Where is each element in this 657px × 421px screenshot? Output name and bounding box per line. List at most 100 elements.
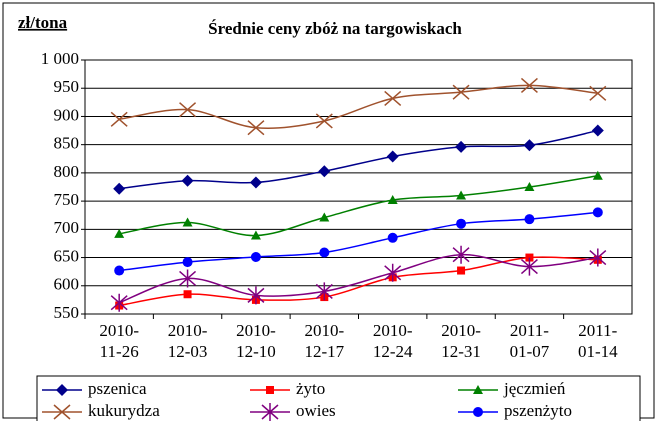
y-tick-label: 750 xyxy=(54,190,80,209)
series-line xyxy=(119,256,598,307)
marker-shape xyxy=(384,263,402,282)
marker-shape xyxy=(525,253,534,262)
marker-shape xyxy=(452,84,470,100)
marker-shape xyxy=(53,404,71,420)
chart-title: Średnie ceny zbóż na targowiskach xyxy=(208,19,462,38)
series-line xyxy=(119,129,598,190)
marker xyxy=(266,386,274,394)
marker xyxy=(315,113,333,129)
marker xyxy=(589,85,607,101)
y-tick-label: 900 xyxy=(54,105,80,124)
marker-shape xyxy=(250,251,261,262)
marker-shape xyxy=(589,85,607,101)
marker-shape xyxy=(183,290,192,299)
marker-shape xyxy=(179,269,197,288)
marker-shape xyxy=(319,247,330,258)
marker-shape xyxy=(110,293,128,312)
marker xyxy=(114,228,125,238)
marker xyxy=(183,290,192,299)
marker-shape xyxy=(110,111,128,127)
marker xyxy=(114,265,125,276)
marker xyxy=(523,139,536,152)
marker xyxy=(387,194,398,204)
marker xyxy=(525,253,534,262)
y-tick-label: 550 xyxy=(54,303,80,322)
marker-shape xyxy=(250,230,261,240)
marker xyxy=(452,84,470,100)
marker xyxy=(520,257,538,276)
marker xyxy=(179,102,197,118)
series-line xyxy=(118,253,598,304)
marker-shape xyxy=(386,150,399,163)
marker-shape xyxy=(56,384,68,396)
marker xyxy=(473,385,483,394)
marker-shape xyxy=(318,165,331,178)
legend-label: pszenżyto xyxy=(504,401,572,420)
marker xyxy=(110,111,128,127)
marker-shape xyxy=(456,190,467,200)
y-tick-label: 700 xyxy=(54,218,80,237)
marker-shape xyxy=(456,218,467,229)
marker xyxy=(591,124,604,137)
marker xyxy=(473,407,483,417)
marker-shape xyxy=(247,120,265,136)
marker-shape xyxy=(387,232,398,243)
marker-shape xyxy=(524,214,535,225)
marker-shape xyxy=(266,386,274,394)
x-tick-label: 2010-12-31 xyxy=(441,321,481,361)
marker-shape xyxy=(179,102,197,118)
marker xyxy=(455,140,468,153)
marker xyxy=(524,214,535,225)
x-tick-label: 2011-01-14 xyxy=(577,321,618,361)
marker-shape xyxy=(387,194,398,204)
marker xyxy=(456,218,467,229)
marker xyxy=(589,248,607,267)
marker xyxy=(592,170,603,180)
marker-shape xyxy=(592,170,603,180)
marker xyxy=(452,245,470,264)
y-tick-label: 650 xyxy=(54,246,80,265)
marker xyxy=(247,286,265,305)
marker xyxy=(315,282,333,301)
marker xyxy=(182,217,193,227)
marker-shape xyxy=(520,77,538,93)
marker-shape xyxy=(524,182,535,191)
marker xyxy=(592,207,603,218)
marker xyxy=(113,182,126,195)
x-tick-label: 2010-12-03 xyxy=(167,321,208,361)
legend-box xyxy=(36,375,641,421)
marker xyxy=(319,247,330,258)
marker xyxy=(179,269,197,288)
marker-shape xyxy=(473,385,483,394)
x-tick-label: 2010-11-26 xyxy=(99,321,140,361)
x-tick-label: 2010-12-17 xyxy=(304,321,345,361)
y-tick-label: 600 xyxy=(54,275,80,294)
marker xyxy=(182,257,193,268)
marker xyxy=(456,190,467,200)
marker xyxy=(386,150,399,163)
marker-shape xyxy=(589,248,607,267)
marker xyxy=(384,90,402,106)
marker xyxy=(261,403,279,421)
marker-shape xyxy=(114,265,125,276)
marker-shape xyxy=(523,139,536,152)
y-tick-label: 850 xyxy=(54,134,80,153)
y-axis-label: zł/tona xyxy=(18,13,68,32)
marker-shape xyxy=(319,212,330,222)
marker-shape xyxy=(384,90,402,106)
series-line xyxy=(119,84,598,129)
marker xyxy=(318,165,331,178)
marker-shape xyxy=(181,174,194,187)
marker-shape xyxy=(315,113,333,129)
marker-shape xyxy=(315,282,333,301)
marker-shape xyxy=(473,407,483,417)
marker xyxy=(110,293,128,312)
marker-shape xyxy=(249,176,262,189)
y-tick-label: 800 xyxy=(54,162,80,181)
series-line xyxy=(119,211,598,272)
marker-shape xyxy=(182,217,193,227)
marker xyxy=(250,251,261,262)
marker-shape xyxy=(455,140,468,153)
